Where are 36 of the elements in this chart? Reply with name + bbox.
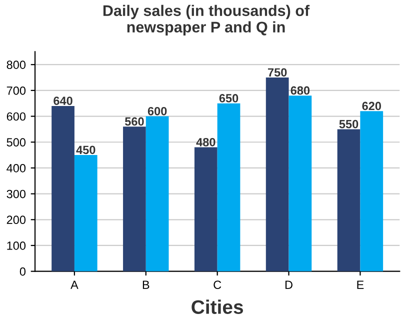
bar xyxy=(123,126,146,272)
y-tick-label: 600 xyxy=(6,112,26,121)
data-label: 640 xyxy=(54,96,72,105)
y-tick-label: 800 xyxy=(6,60,26,69)
data-label: 560 xyxy=(124,117,144,126)
chart-title: Daily sales (in thousands) of newspaper P and Q in xyxy=(103,4,310,36)
y-tick-label: 0 xyxy=(20,267,26,276)
bar xyxy=(337,129,360,272)
data-label: 450 xyxy=(76,146,96,154)
x-tick-label: E xyxy=(357,280,364,289)
bar xyxy=(74,155,98,272)
data-label: 550 xyxy=(339,120,358,128)
bar xyxy=(288,96,312,272)
x-tick-label: C xyxy=(214,280,222,290)
y-tick-label: 500 xyxy=(6,138,26,147)
bar xyxy=(217,103,240,272)
y-tick-label: 700 xyxy=(6,86,26,95)
data-label: 750 xyxy=(268,68,287,77)
y-tick-label: 200 xyxy=(6,216,26,224)
data-label: 680 xyxy=(290,86,310,95)
bar xyxy=(194,147,218,272)
data-label: 620 xyxy=(362,102,381,110)
bar xyxy=(360,111,384,272)
y-tick-label: 400 xyxy=(6,164,26,172)
x-tick-label: B xyxy=(142,280,150,289)
y-tick-label: 300 xyxy=(6,190,26,198)
data-label: 480 xyxy=(196,138,216,146)
x-tick-label: A xyxy=(70,280,78,289)
bar xyxy=(266,78,289,272)
bar xyxy=(52,106,74,272)
data-label: 600 xyxy=(148,106,167,116)
data-label: 650 xyxy=(219,94,238,102)
x-axis-title: Cities xyxy=(192,300,244,314)
bar xyxy=(146,116,169,272)
y-tick-label: 100 xyxy=(7,242,26,250)
x-tick-label: D xyxy=(285,280,292,289)
